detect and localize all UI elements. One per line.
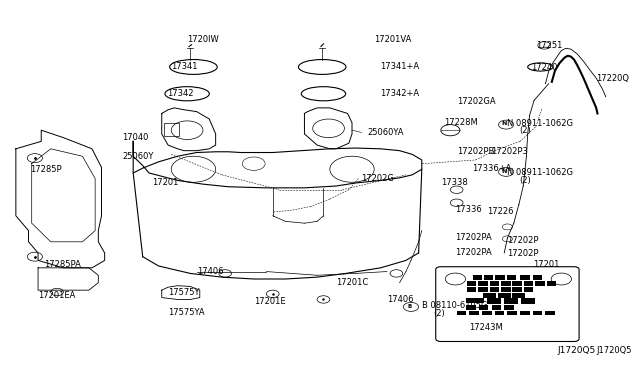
Text: N 08911-1062G: N 08911-1062G (508, 168, 573, 177)
Bar (524, 287, 533, 292)
Bar (504, 305, 514, 310)
Text: 17341: 17341 (172, 62, 198, 71)
Text: 17201: 17201 (532, 260, 559, 269)
Text: 17202G: 17202G (362, 174, 394, 183)
Bar (479, 305, 488, 310)
Text: 17336+A: 17336+A (472, 164, 512, 173)
Bar (466, 305, 476, 310)
Text: 17285P: 17285P (31, 165, 62, 174)
Text: 17285PA: 17285PA (44, 260, 81, 269)
Text: 17575Y: 17575Y (168, 288, 200, 296)
Text: 17342+A: 17342+A (381, 89, 420, 98)
Bar (467, 287, 476, 292)
Bar (478, 281, 488, 286)
Text: 17406: 17406 (196, 267, 223, 276)
Bar (466, 298, 484, 303)
Text: B: B (408, 304, 412, 309)
Bar (532, 275, 542, 280)
Bar (504, 298, 518, 304)
Text: 25060YA: 25060YA (368, 128, 404, 137)
Text: J1720Q5: J1720Q5 (596, 346, 632, 355)
Bar (484, 275, 493, 280)
Text: 17220Q: 17220Q (596, 74, 629, 83)
Text: 17201EA: 17201EA (38, 291, 76, 300)
Bar (501, 281, 511, 286)
Text: 17406: 17406 (387, 295, 413, 304)
Text: (2): (2) (519, 176, 531, 185)
Text: 1720lW: 1720lW (187, 35, 219, 44)
Bar (487, 298, 501, 304)
Text: (2): (2) (519, 126, 531, 135)
Text: 17201: 17201 (152, 178, 179, 187)
Bar (545, 311, 555, 315)
Bar (513, 287, 522, 292)
Text: 17202P: 17202P (508, 249, 539, 258)
Bar (513, 293, 525, 298)
Text: 17040: 17040 (122, 133, 148, 142)
Bar (164, 123, 179, 136)
Text: 17251: 17251 (536, 41, 563, 50)
Bar (483, 293, 496, 298)
Text: 17240: 17240 (531, 63, 558, 72)
Text: 17202P3: 17202P3 (491, 147, 528, 155)
Text: 17228M: 17228M (444, 118, 477, 127)
Text: 17226: 17226 (487, 207, 514, 216)
Text: 17575YA: 17575YA (168, 308, 205, 317)
Bar (508, 311, 517, 315)
Text: 17201C: 17201C (336, 278, 369, 287)
Text: B 08110-6105G: B 08110-6105G (422, 301, 487, 310)
Bar (495, 311, 504, 315)
Text: 17243M: 17243M (469, 323, 503, 332)
Bar (457, 311, 466, 315)
Bar (535, 281, 545, 286)
Text: 17202PA: 17202PA (456, 233, 492, 242)
Text: 17342: 17342 (167, 89, 193, 98)
Text: 17201E: 17201E (253, 297, 285, 306)
Text: 17202PB: 17202PB (457, 147, 494, 155)
Bar (520, 275, 530, 280)
Text: 25060Y: 25060Y (122, 152, 154, 161)
Bar (501, 287, 511, 292)
Bar (490, 281, 499, 286)
Bar (490, 287, 499, 292)
Text: 17202PA: 17202PA (456, 248, 492, 257)
Text: 17202P: 17202P (508, 236, 539, 245)
Bar (547, 281, 556, 286)
Bar (524, 281, 533, 286)
Bar (498, 293, 511, 298)
Text: N: N (502, 169, 507, 174)
Text: (2): (2) (433, 309, 445, 318)
Bar (495, 275, 505, 280)
Bar (472, 275, 482, 280)
Bar (478, 287, 488, 292)
Text: 17338: 17338 (441, 178, 468, 187)
Text: N: N (502, 121, 507, 126)
Bar (532, 311, 542, 315)
Bar (513, 281, 522, 286)
Text: 17341+A: 17341+A (381, 62, 420, 71)
Text: N 08911-1062G: N 08911-1062G (508, 119, 573, 128)
Bar (520, 311, 530, 315)
Bar (507, 275, 516, 280)
Bar (467, 281, 476, 286)
Text: J1720Q5: J1720Q5 (558, 346, 596, 355)
Text: 17336: 17336 (456, 205, 482, 214)
Bar (522, 298, 535, 304)
Text: 17202GA: 17202GA (457, 97, 495, 106)
Bar (469, 311, 479, 315)
Text: 17201VA: 17201VA (374, 35, 412, 44)
Bar (482, 311, 492, 315)
Bar (492, 305, 501, 310)
